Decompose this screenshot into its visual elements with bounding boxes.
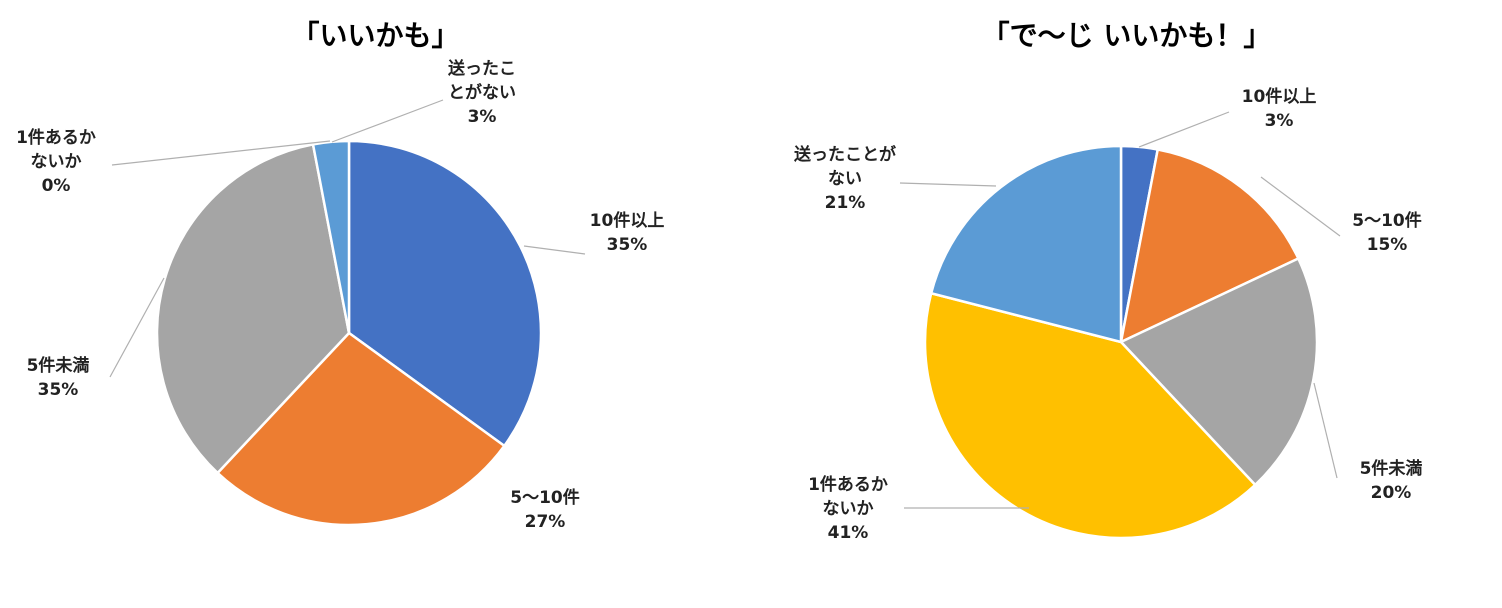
pie-slice-never-sent [311,139,351,335]
leader-line-under-5 [1313,382,1338,479]
data-label-category: 1件あるか [16,127,96,148]
data-label-percent: 41% [828,523,869,543]
leader-line-one-or-none [111,140,331,166]
data-label-category: 10件以上 [590,210,665,231]
data-label-category: とがない [448,82,516,103]
data-label-under-5: 5件未満 20% [1360,458,1423,503]
leader-lines [899,111,1341,509]
data-label-category: 5件未満 [1360,458,1423,479]
data-label-category: ないか [823,499,874,519]
data-label-never-sent: 送ったことがない 3% [448,58,516,127]
data-label-percent: 20% [1371,483,1412,503]
pie-slice-10-plus [347,139,543,448]
data-label-category: 5〜10件 [1352,210,1422,231]
data-label-percent: 21% [825,193,866,213]
chart-title: 「で〜じ いいかも！」 [981,19,1272,52]
data-label-under-5: 5件未満 35% [27,355,90,400]
pie-slice-one-or-none [923,292,1257,540]
chart-title: 「いいかも」 [291,19,460,52]
pie-slice-5-to-10 [216,331,506,527]
data-label-percent: 27% [525,512,566,532]
data-label-category: 5件未満 [27,355,90,376]
leader-line-5-to-10 [1260,176,1341,237]
data-label-5-to-10: 5〜10件 27% [510,487,580,532]
data-label-percent: 35% [607,235,648,255]
data-label-percent: 3% [468,107,497,127]
data-label-category: 送ったこ [448,58,516,79]
pie-slice-5-to-10 [1119,148,1300,344]
data-label-one-or-none: 1件あるかないか 41% [808,474,888,543]
pie-slice-under-5 [1119,257,1319,487]
data-label-10-plus: 10件以上 3% [1242,86,1317,131]
data-label-category: 10件以上 [1242,86,1317,107]
leader-line-10-plus [1138,111,1230,148]
pie-slice-never-sent [929,144,1123,344]
data-label-percent: 15% [1367,235,1408,255]
pie-slices [155,139,543,527]
pie-slices [923,144,1319,540]
data-label-category: ないか [31,152,82,172]
data-label-category: 送ったことが [794,144,896,165]
data-label-percent: 3% [1265,111,1294,131]
data-labels: 10件以上 35% 5〜10件 27% 5件未満 35% 1件あるかないか 0% 送ったことがな… [16,58,664,532]
data-label-10-plus: 10件以上 35% [590,210,665,255]
pie-chart-svg: 10件以上 3% 5〜10件 15% 5件未満 20% 1件あるかないか 41% 送ったことがな… [794,86,1422,543]
leader-line-10-plus [523,245,586,255]
leader-line-never-sent [899,182,997,187]
data-label-percent: 35% [38,380,79,400]
data-labels: 10件以上 3% 5〜10件 15% 5件未満 20% 1件あるかないか 41% 送ったことがな… [794,86,1422,543]
leader-line-under-5 [109,277,165,378]
data-label-category: 1件あるか [808,474,888,495]
data-label-never-sent: 送ったことがない 21% [794,144,896,213]
leader-lines [109,99,586,378]
pie-slice-under-5 [155,143,351,475]
data-label-category: ない [828,169,862,189]
data-label-5-to-10: 5〜10件 15% [1352,210,1422,255]
pie-chart-iikamo: 「いいかも」 10件以上 35% 5〜10件 27% 5件未満 35% 1件あるかないか 0%… [16,19,664,532]
leader-line-never-sent [331,99,444,143]
pie-chart-svg: 10件以上 35% 5〜10件 27% 5件未満 35% 1件あるかないか 0% 送ったことがな… [16,58,664,532]
data-label-category: 5〜10件 [510,487,580,508]
data-label-percent: 0% [42,176,71,196]
pie-chart-deji-iikamo: 「で〜じ いいかも！」 10件以上 3% 5〜10件 15% 5件未満 20% 1件あるかな… [751,0,1502,608]
data-label-one-or-none: 1件あるかないか 0% [16,127,96,196]
